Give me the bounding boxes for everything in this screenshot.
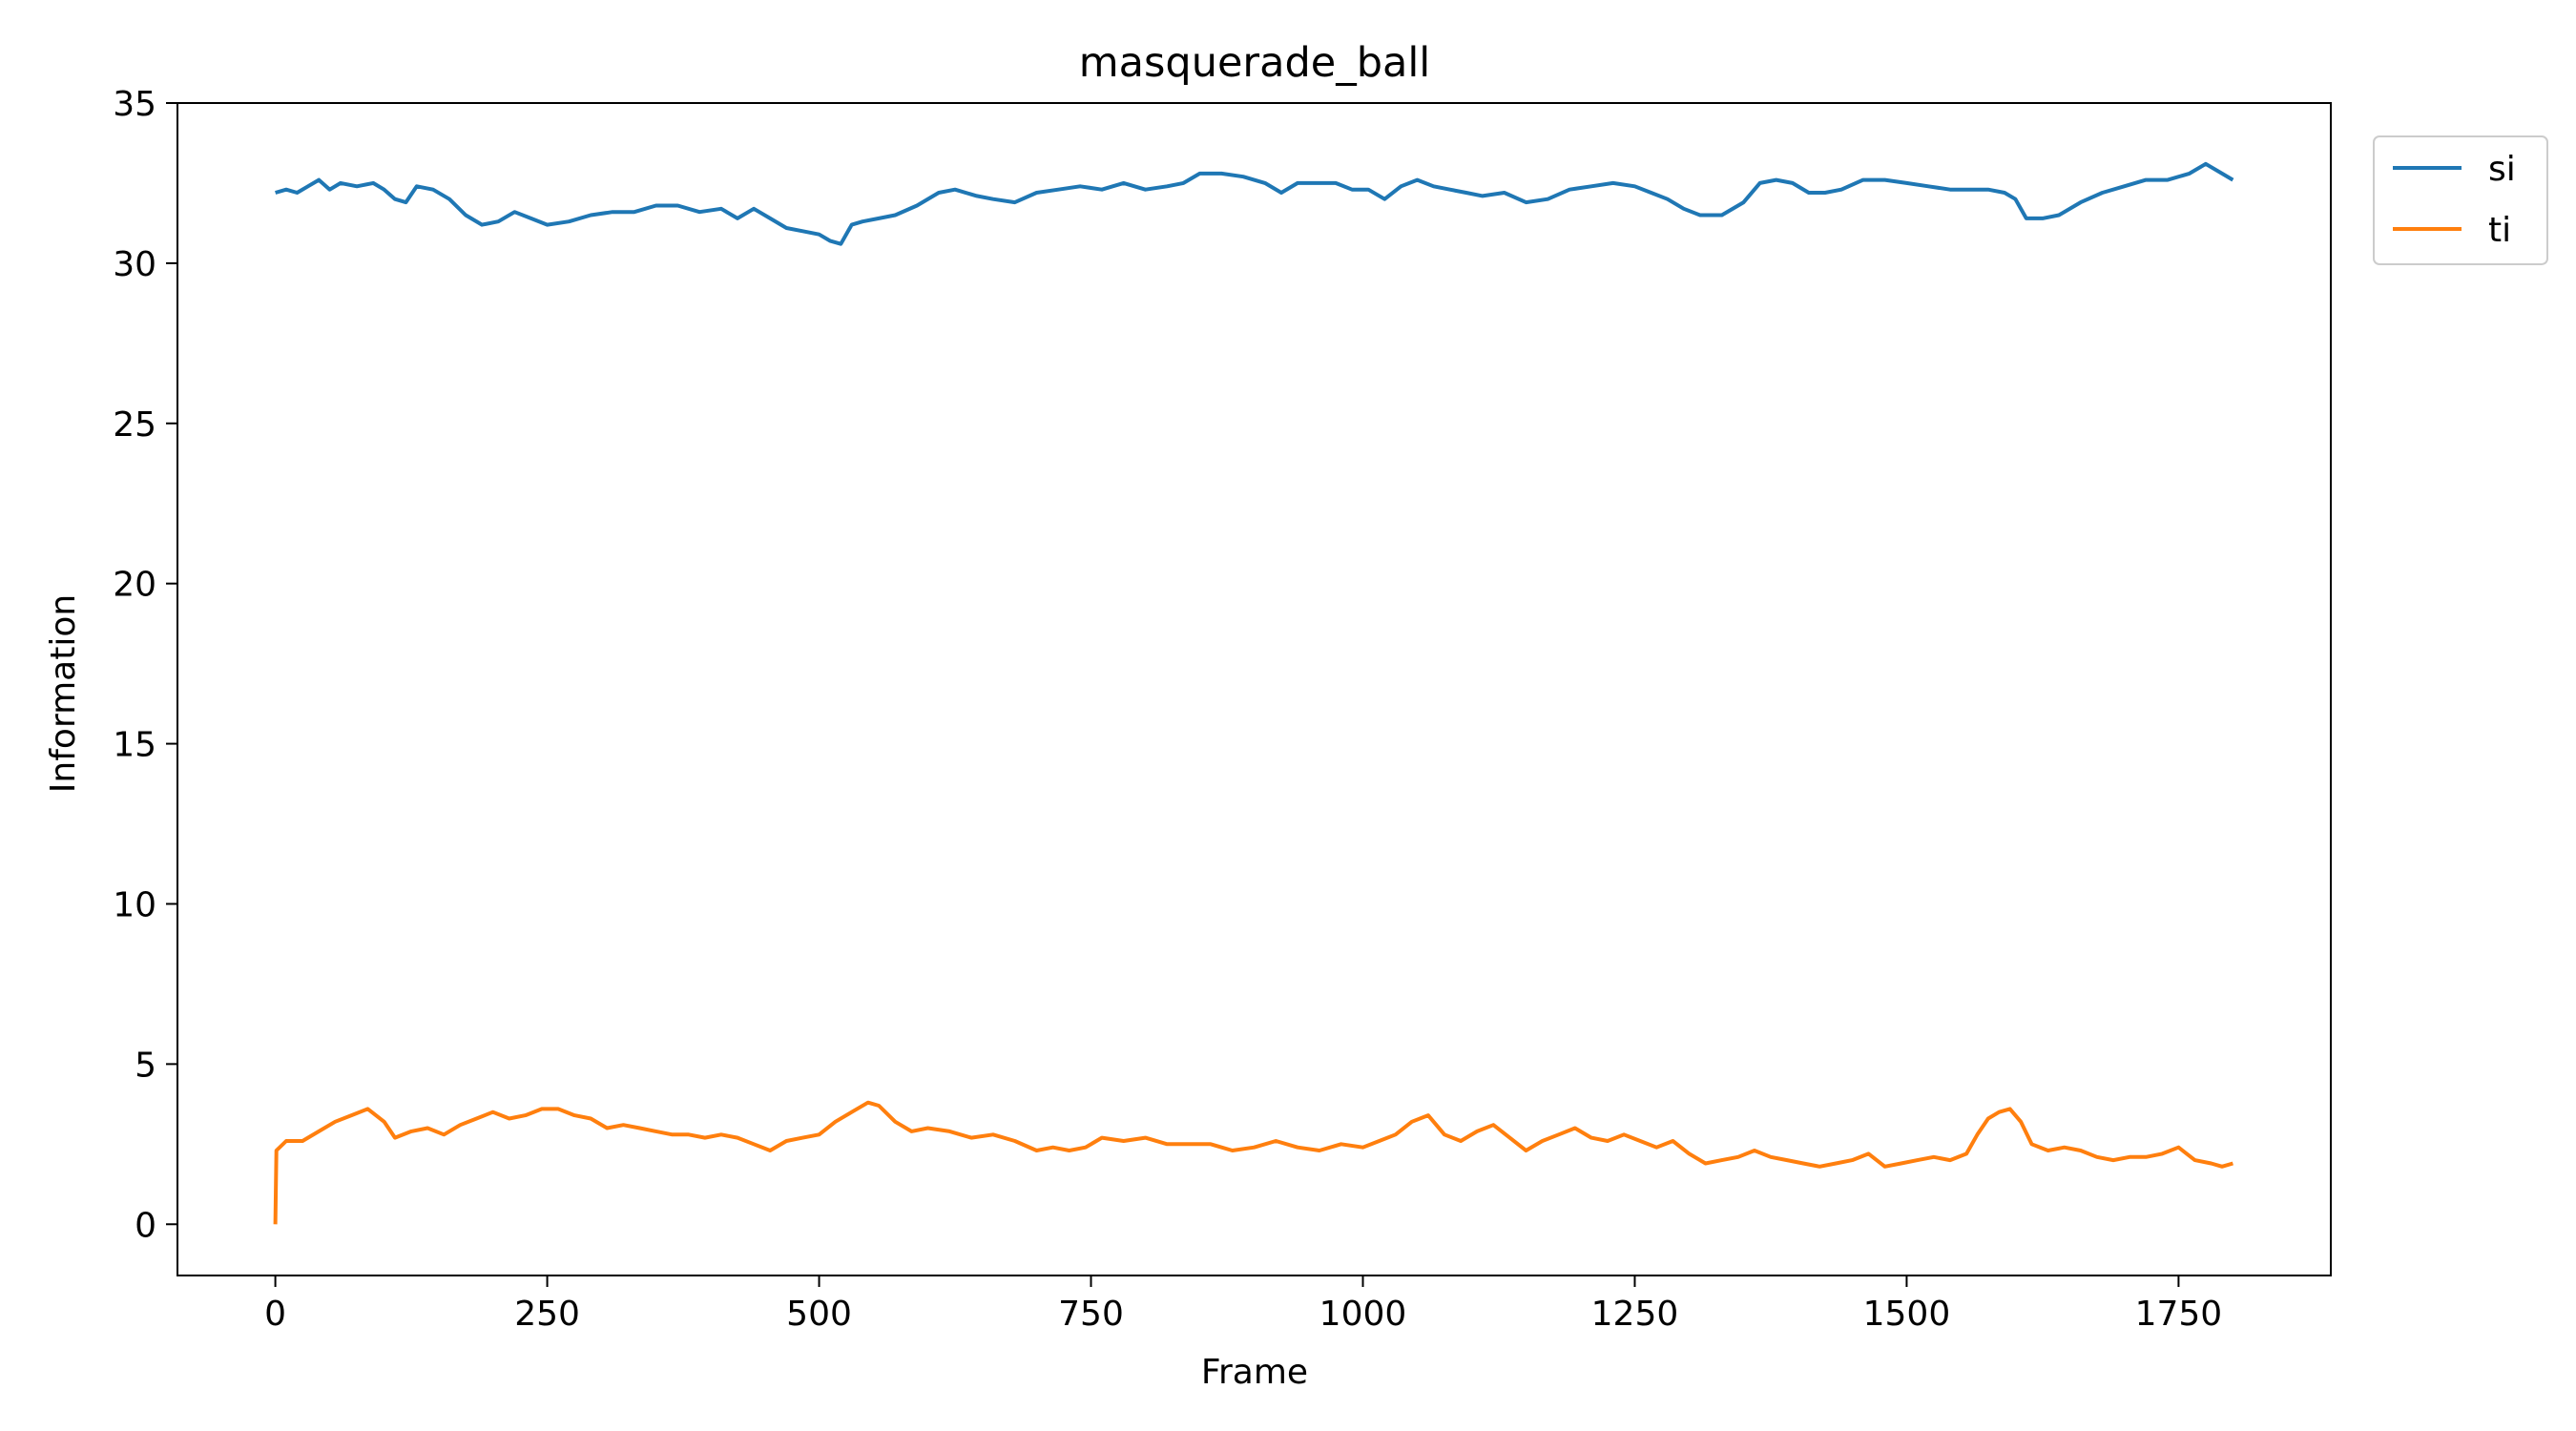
- x-tick-label: 1000: [1319, 1295, 1407, 1334]
- y-axis-ticks: 0 5 10 15 20 25 30 35: [113, 85, 177, 1245]
- x-tick-label: 500: [786, 1295, 852, 1334]
- legend: si ti: [2373, 135, 2548, 265]
- x-tick-label: 250: [514, 1295, 580, 1334]
- y-tick-label: 15: [113, 726, 156, 765]
- legend-label-ti: ti: [2488, 211, 2511, 250]
- x-tick-label: 750: [1058, 1295, 1124, 1334]
- legend-box: [2373, 135, 2548, 265]
- plot-frame: [177, 102, 2332, 1276]
- series-line-ti: [273, 1100, 2233, 1225]
- x-tick-label: 1500: [1863, 1295, 1951, 1334]
- x-axis-ticks: 0 250 500 750 1000 1250 1500 1750: [264, 1275, 2222, 1334]
- y-tick-label: 10: [113, 885, 156, 924]
- x-axis-label: Frame: [1201, 1353, 1308, 1392]
- chart-title: masquerade_ball: [1079, 39, 1430, 87]
- y-tick-label: 35: [113, 85, 156, 124]
- series-line-si: [275, 161, 2234, 246]
- legend-label-si: si: [2488, 150, 2516, 189]
- y-axis-label: Information: [44, 594, 83, 793]
- y-tick-label: 0: [135, 1206, 156, 1245]
- plot-lines: [273, 161, 2234, 1225]
- y-tick-label: 25: [113, 405, 156, 445]
- y-tick-label: 5: [135, 1046, 156, 1085]
- x-tick-label: 1750: [2135, 1295, 2223, 1334]
- x-tick-label: 0: [264, 1295, 286, 1334]
- x-tick-label: 1250: [1591, 1295, 1679, 1334]
- y-tick-label: 20: [113, 566, 156, 605]
- y-tick-label: 30: [113, 245, 156, 284]
